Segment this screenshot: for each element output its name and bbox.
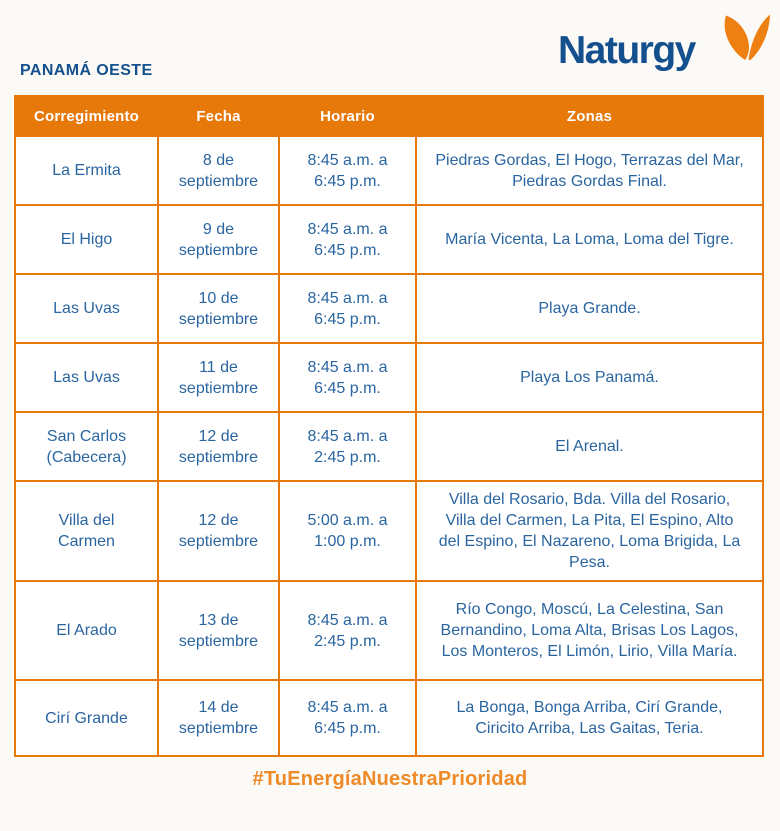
cell-horario: 8:45 a.m. a 2:45 p.m. (278, 580, 417, 681)
cell-zonas: Río Congo, Moscú, La Celestina, San Bern… (415, 580, 764, 681)
cell-corregimiento: Cirí Grande (14, 679, 159, 757)
column-header-horario: Horario (278, 95, 417, 137)
cell-horario: 8:45 a.m. a 6:45 p.m. (278, 679, 417, 757)
table-row: El Arado 13 de septiembre 8:45 a.m. a 2:… (14, 580, 764, 681)
cell-horario: 8:45 a.m. a 6:45 p.m. (278, 204, 417, 275)
cell-fecha: 11 de septiembre (157, 342, 280, 413)
cell-zonas: Playa Los Panamá. (415, 342, 764, 413)
page-title: PANAMÁ OESTE (20, 62, 153, 79)
cell-corregimiento: El Higo (14, 204, 159, 275)
header: PANAMÁ OESTE Naturgy (0, 0, 780, 95)
cell-fecha: 12 de septiembre (157, 411, 280, 482)
cell-zonas: Piedras Gordas, El Hogo, Terrazas del Ma… (415, 135, 764, 206)
cell-fecha: 8 de septiembre (157, 135, 280, 206)
cell-corregimiento: Las Uvas (14, 273, 159, 344)
cell-zonas: La Bonga, Bonga Arriba, Cirí Grande, Cir… (415, 679, 764, 757)
cell-horario: 8:45 a.m. a 6:45 p.m. (278, 135, 417, 206)
table-header-row: Corregimiento Fecha Horario Zonas (14, 95, 764, 137)
cell-fecha: 12 de septiembre (157, 480, 280, 582)
cell-horario: 8:45 a.m. a 6:45 p.m. (278, 273, 417, 344)
cell-fecha: 9 de septiembre (157, 204, 280, 275)
cell-fecha: 14 de septiembre (157, 679, 280, 757)
table-row: Las Uvas 10 de septiembre 8:45 a.m. a 6:… (14, 273, 764, 344)
cell-corregimiento: La Ermita (14, 135, 159, 206)
table-row: Villa del Carmen 12 de septiembre 5:00 a… (14, 480, 764, 582)
outage-schedule-table: Corregimiento Fecha Horario Zonas La Erm… (14, 95, 764, 757)
table-row: La Ermita 8 de septiembre 8:45 a.m. a 6:… (14, 135, 764, 206)
cell-zonas: Villa del Rosario, Bda. Villa del Rosari… (415, 480, 764, 582)
brand-logo: Naturgy (558, 14, 770, 72)
cell-corregimiento: Las Uvas (14, 342, 159, 413)
column-header-corregimiento: Corregimiento (14, 95, 159, 137)
table-row: Cirí Grande 14 de septiembre 8:45 a.m. a… (14, 679, 764, 757)
butterfly-icon (724, 14, 770, 61)
cell-zonas: Playa Grande. (415, 273, 764, 344)
table-row: San Carlos (Cabecera) 12 de septiembre 8… (14, 411, 764, 482)
column-header-fecha: Fecha (157, 95, 280, 137)
cell-horario: 8:45 a.m. a 6:45 p.m. (278, 342, 417, 413)
cell-corregimiento: Villa del Carmen (14, 480, 159, 582)
column-header-zonas: Zonas (415, 95, 764, 137)
hashtag-text: #TuEnergíaNuestraPrioridad (252, 768, 528, 790)
cell-corregimiento: El Arado (14, 580, 159, 681)
table-row: Las Uvas 11 de septiembre 8:45 a.m. a 6:… (14, 342, 764, 413)
cell-zonas: El Arenal. (415, 411, 764, 482)
cell-fecha: 13 de septiembre (157, 580, 280, 681)
footer: #TuEnergíaNuestraPrioridad (0, 768, 780, 791)
naturgy-wordmark: Naturgy (558, 29, 697, 72)
cell-corregimiento: San Carlos (Cabecera) (14, 411, 159, 482)
table-row: El Higo 9 de septiembre 8:45 a.m. a 6:45… (14, 204, 764, 275)
cell-horario: 8:45 a.m. a 2:45 p.m. (278, 411, 417, 482)
cell-fecha: 10 de septiembre (157, 273, 280, 344)
cell-zonas: María Vicenta, La Loma, Loma del Tigre. (415, 204, 764, 275)
cell-horario: 5:00 a.m. a 1:00 p.m. (278, 480, 417, 582)
